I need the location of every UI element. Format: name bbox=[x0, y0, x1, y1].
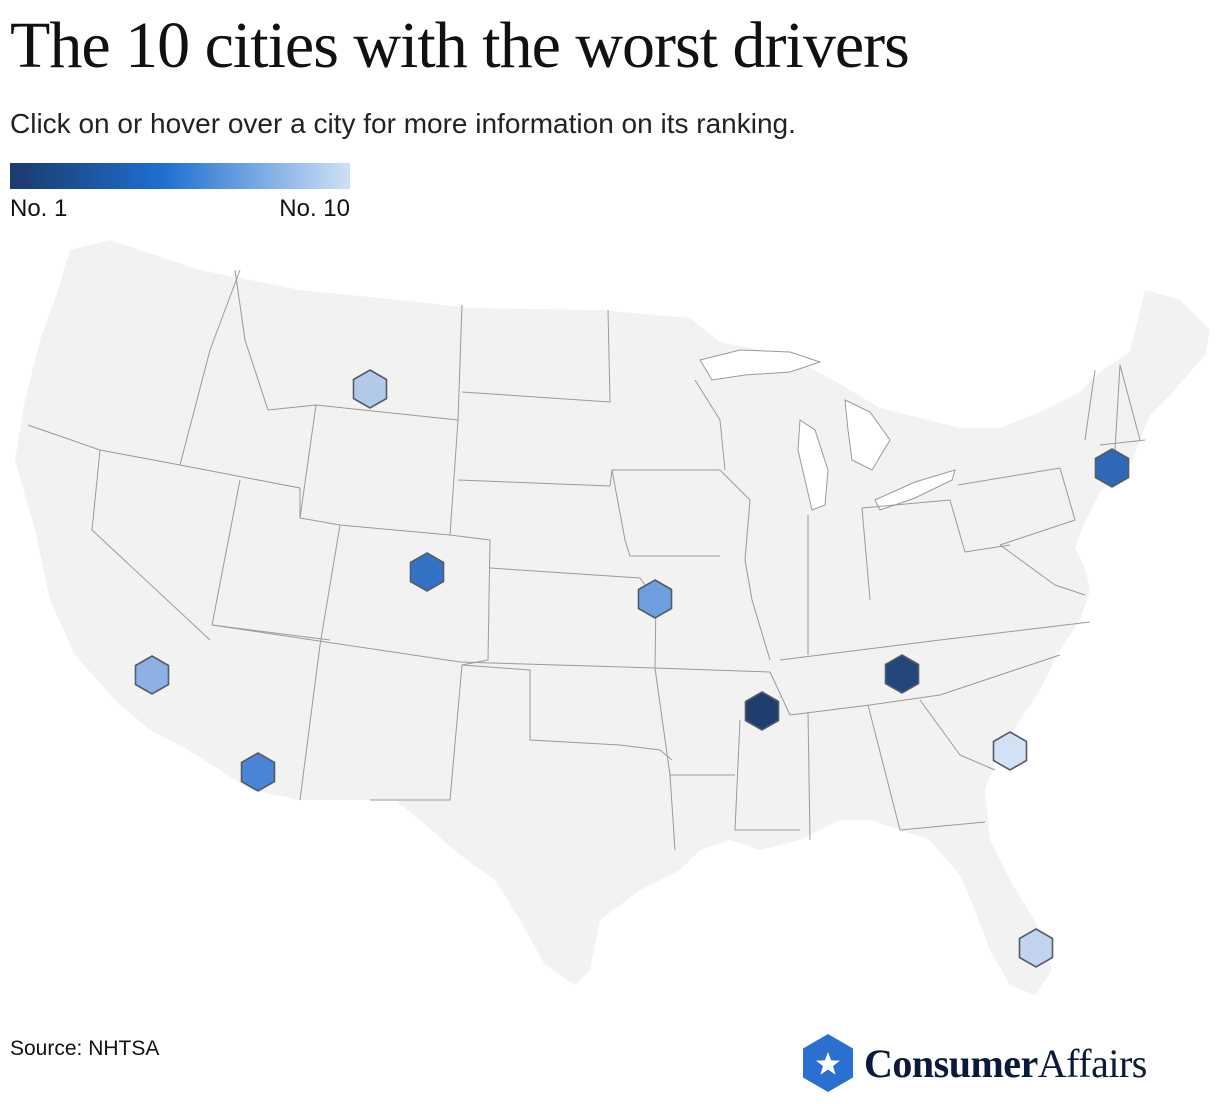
brand-name-bold: Consumer bbox=[864, 1040, 1038, 1086]
lake-erie bbox=[874, 469, 956, 511]
city-marker-rank-3[interactable] bbox=[1094, 448, 1130, 488]
city-marker-rank-7[interactable] bbox=[134, 655, 170, 695]
us-landmass bbox=[15, 240, 1210, 995]
city-marker-rank-1[interactable] bbox=[744, 691, 780, 731]
city-marker-rank-6[interactable] bbox=[637, 579, 673, 619]
state-borders bbox=[27, 269, 1146, 851]
lake-huron bbox=[844, 399, 891, 471]
city-marker-rank-8[interactable] bbox=[352, 369, 388, 409]
city-marker-rank-4[interactable] bbox=[409, 552, 445, 592]
city-marker-rank-2[interactable] bbox=[884, 654, 920, 694]
legend-max-label: No. 10 bbox=[279, 195, 350, 222]
city-markers bbox=[134, 369, 1130, 968]
star-badge-icon bbox=[803, 1034, 853, 1092]
lake-michigan bbox=[797, 419, 829, 511]
city-marker-rank-10[interactable] bbox=[992, 731, 1028, 771]
legend-min-label: No. 1 bbox=[10, 195, 68, 222]
page-subtitle: Click on or hover over a city for more i… bbox=[10, 108, 796, 139]
brand-logo[interactable]: ConsumerAffairs bbox=[800, 1030, 1147, 1096]
source-note: Source: NHTSA bbox=[10, 1037, 160, 1060]
page-title: The 10 cities with the worst drivers bbox=[10, 9, 910, 82]
lake-superior bbox=[699, 349, 822, 381]
legend-gradient-bar bbox=[10, 163, 350, 189]
city-marker-rank-5[interactable] bbox=[240, 752, 276, 792]
brand-name-light: Affairs bbox=[1037, 1040, 1148, 1086]
color-legend: No. 1 No. 10 bbox=[10, 163, 350, 224]
city-marker-rank-9[interactable] bbox=[1018, 928, 1054, 968]
brand-wordmark: ConsumerAffairs bbox=[864, 1040, 1147, 1087]
